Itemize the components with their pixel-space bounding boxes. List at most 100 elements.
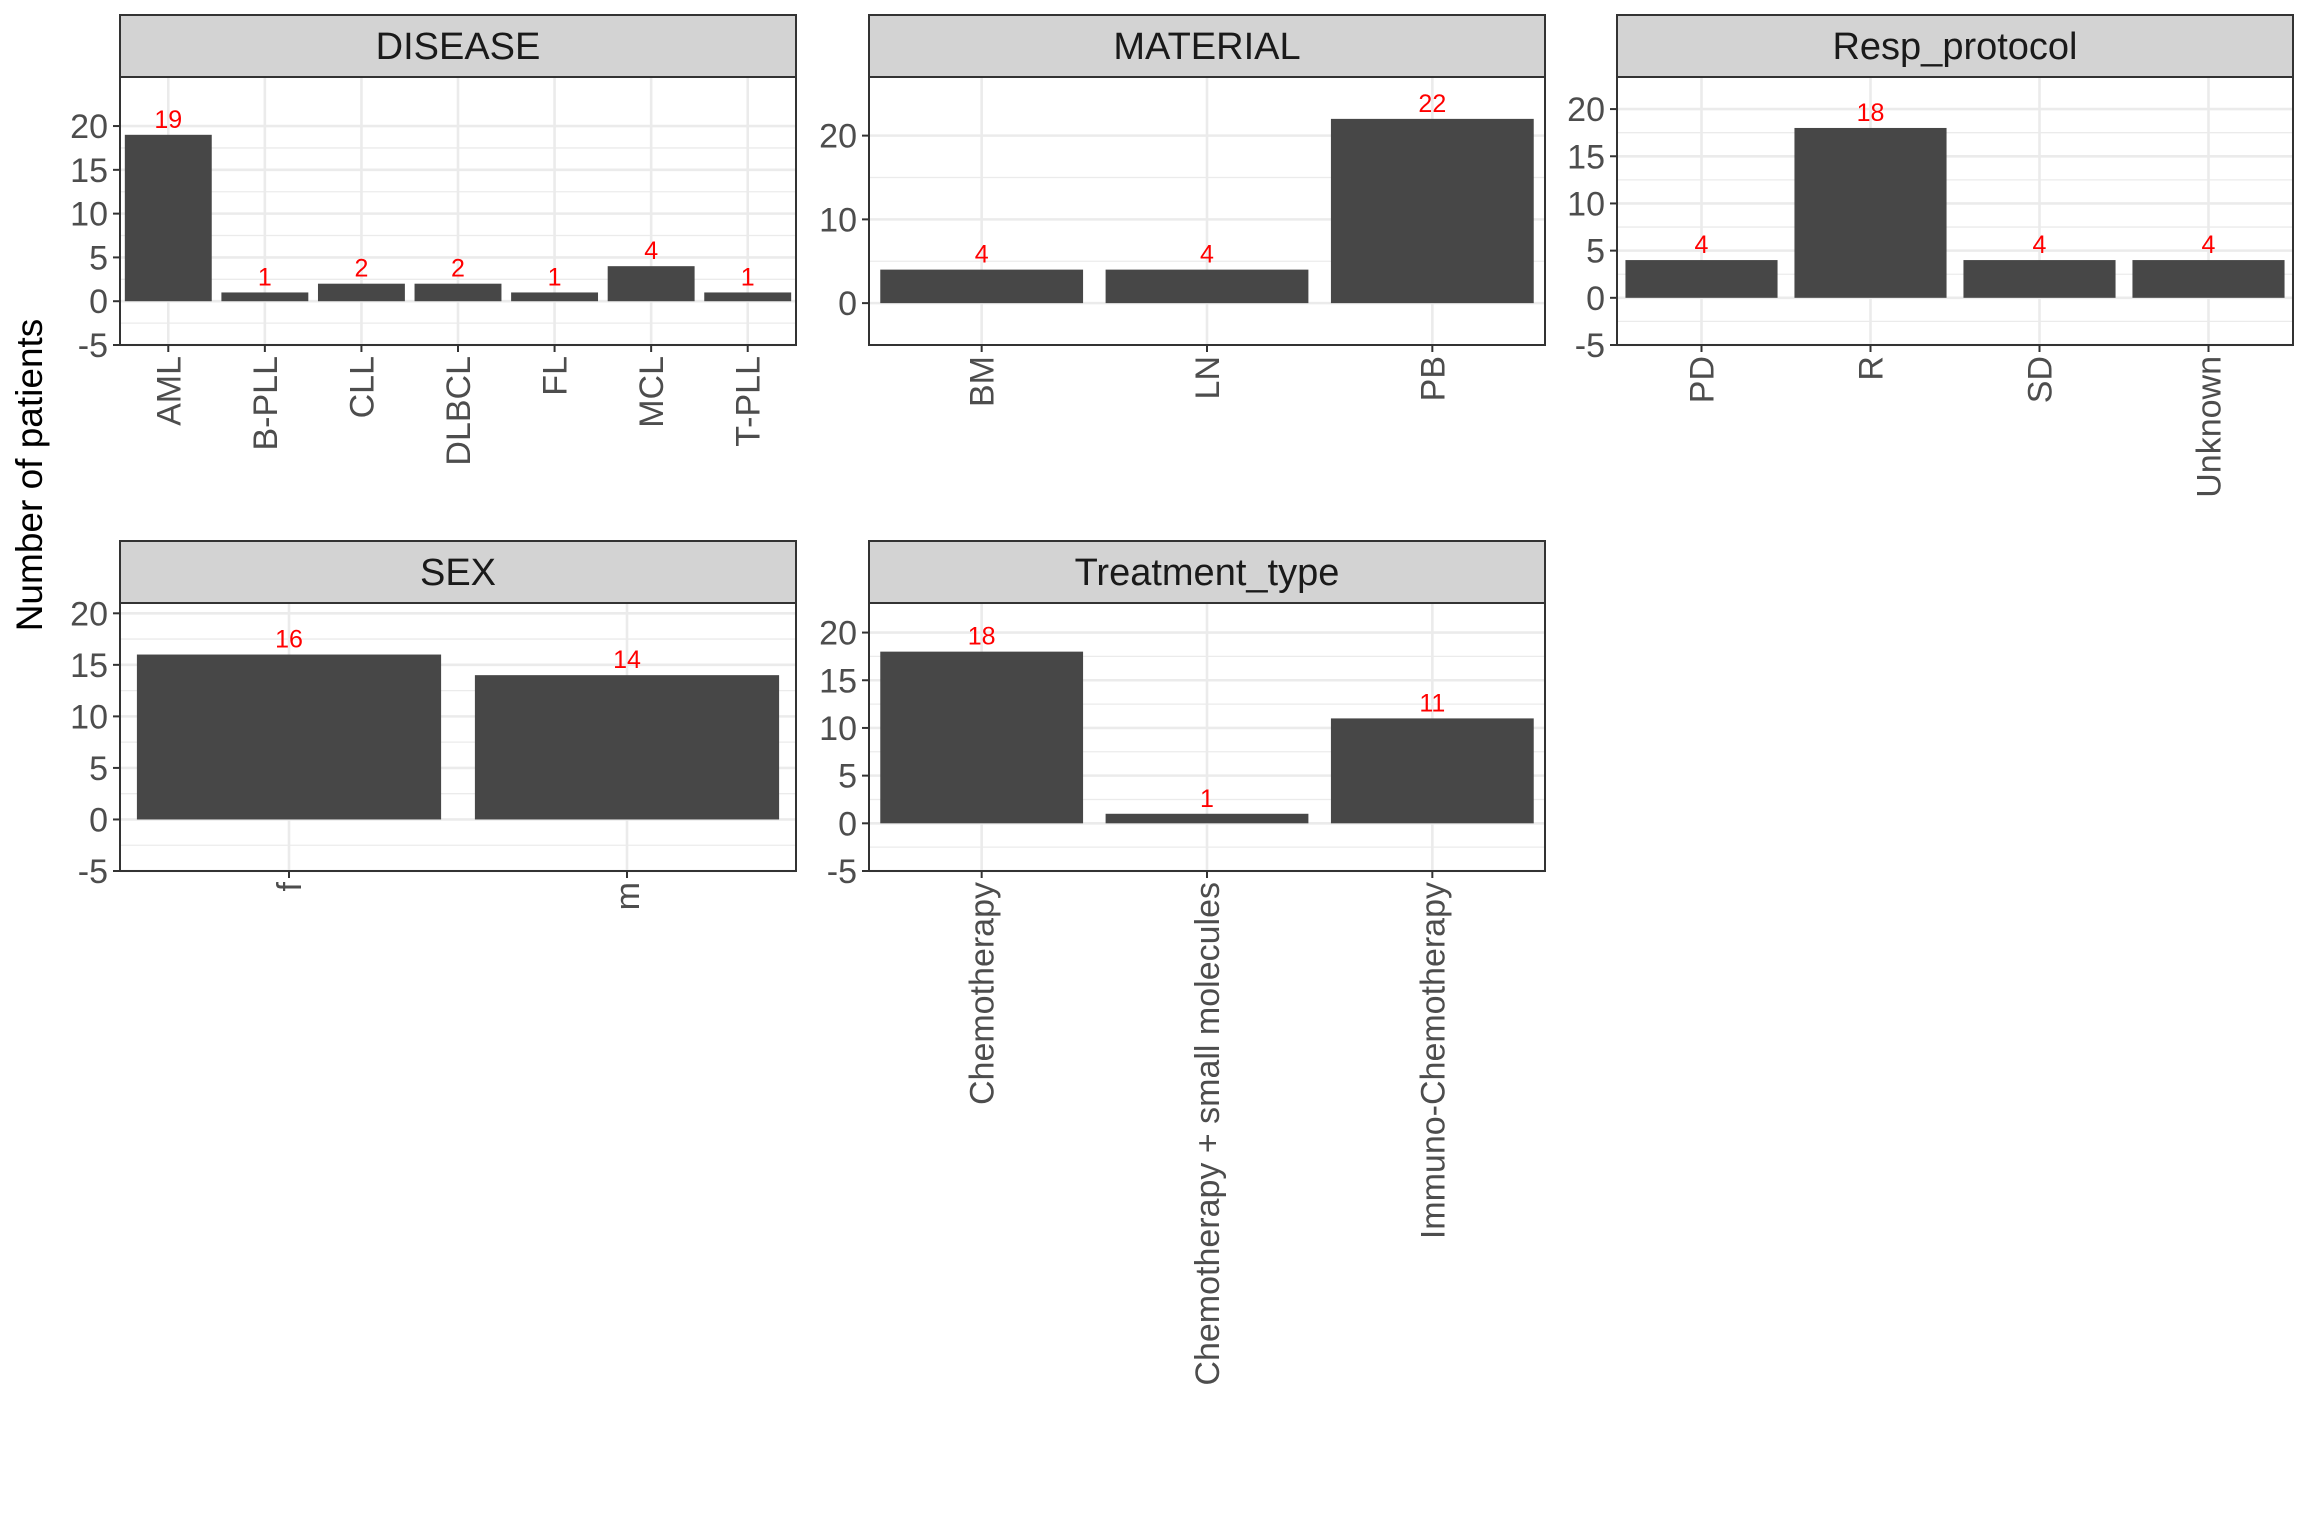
x-tick-label-fl: FL: [537, 356, 575, 396]
strip-treatment-type: [868, 540, 1546, 604]
y-tick-label: 20: [1567, 91, 1605, 129]
y-tick-label: 10: [70, 698, 108, 736]
y-tick-label: 0: [838, 805, 857, 843]
y-tick-label: -5: [1575, 327, 1605, 365]
data-label-mcl: 4: [644, 237, 658, 265]
y-tick-label: 10: [70, 196, 108, 234]
y-tick-label: 0: [89, 801, 108, 839]
y-tick-label: 15: [819, 662, 857, 700]
data-label-b-pll: 1: [258, 263, 272, 291]
y-tick-label: 10: [819, 710, 857, 748]
data-label-unknown: 4: [2202, 231, 2216, 259]
y-tick-label: 5: [838, 758, 857, 796]
y-tick-label: -5: [78, 853, 108, 891]
bar-b-pll: [221, 292, 309, 302]
bar-mcl: [607, 266, 695, 302]
data-label-m: 14: [613, 646, 641, 674]
data-label-r: 18: [1857, 99, 1885, 127]
x-tick-label-mcl: MCL: [633, 356, 671, 428]
bar-immuno-chemotherapy: [1330, 718, 1534, 824]
y-tick-label: 5: [89, 750, 108, 788]
x-tick-label-m: m: [609, 882, 647, 910]
data-label-immuno-chemotherapy: 11: [1419, 689, 1445, 717]
x-tick-label-chemotherapy: Chemotherapy: [964, 882, 1002, 1105]
bar-r: [1794, 127, 1947, 298]
panel-border: [1616, 76, 2294, 346]
data-label-aml: 19: [154, 106, 182, 134]
data-label-dlbcl: 2: [451, 255, 465, 283]
y-axis-title: Number of patients: [9, 319, 50, 632]
y-tick-label: 0: [1586, 280, 1605, 318]
x-tick-label-immuno-chemotherapy: Immuno-Chemotherapy: [1414, 882, 1452, 1239]
strip-title-sex: SEX: [420, 552, 496, 594]
data-label-cll: 2: [354, 255, 368, 283]
data-label-f: 16: [275, 626, 303, 654]
x-tick-label-pd: PD: [1684, 356, 1722, 403]
y-tick-label: 20: [70, 595, 108, 633]
data-label-pb: 22: [1418, 90, 1446, 118]
y-tick-label: 20: [819, 615, 857, 653]
x-tick-label-sd: SD: [2022, 356, 2060, 403]
bar-ln: [1105, 269, 1309, 304]
strip-material: [868, 14, 1546, 78]
bar-t-pll: [704, 292, 792, 302]
bar-sd: [1963, 260, 2116, 298]
y-tick-label: 20: [70, 108, 108, 146]
x-tick-label-aml: AML: [150, 356, 188, 426]
panel-resp-protocol: Resp_protocol 4 18 4 4 -5 0 5 10 15 20 PD R SD Unknown: [1567, 14, 2294, 498]
bar-pb: [1330, 118, 1534, 304]
bar-f: [136, 654, 442, 820]
y-tick-label: 0: [838, 285, 857, 323]
data-label-chemotherapy-small-molecules: 1: [1200, 785, 1214, 813]
x-tick-label-pb: PB: [1414, 356, 1452, 401]
bar-chemotherapy: [880, 651, 1084, 824]
y-tick-label: 10: [1567, 185, 1605, 223]
bar-dlbcl: [414, 283, 502, 302]
y-tick-label: 5: [1586, 233, 1605, 271]
strip-title-material: MATERIAL: [1113, 26, 1300, 68]
panel-treatment-type: Treatment_type18111-505101520Chemotherap…: [819, 540, 1546, 1386]
y-tick-label: 15: [70, 152, 108, 190]
x-tick-label-f: f: [271, 881, 309, 891]
bar-unknown: [2132, 260, 2285, 298]
y-tick-label: 5: [89, 239, 108, 277]
data-label-t-pll: 1: [741, 263, 755, 291]
panel-border: [119, 602, 797, 872]
y-tick-label: 15: [70, 647, 108, 685]
bar-aml: [124, 134, 212, 302]
data-label-pd: 4: [1695, 231, 1709, 259]
y-tick-label: 10: [819, 201, 857, 239]
bar-cll: [317, 283, 405, 302]
bar-pd: [1625, 260, 1778, 298]
y-tick-label: 20: [819, 118, 857, 156]
data-label-chemotherapy: 18: [968, 623, 996, 651]
panel-sex: SEX 16 14 -5 0 5 10 15 20 f m: [70, 540, 797, 910]
x-tick-label-cll: CLL: [343, 356, 381, 418]
y-tick-label: -5: [78, 327, 108, 365]
panel-disease: DISEASE 19 1 2 2 1 4 1 -5 0 5 10 15 20 AML B-PLL CLL DLBC…: [70, 14, 797, 466]
strip-title-resp-protocol: Resp_protocol: [1832, 26, 2077, 68]
strip-title-disease: DISEASE: [376, 26, 541, 68]
x-tick-label-t-pll: T-PLL: [730, 356, 768, 447]
y-tick-label: 0: [89, 283, 108, 321]
x-tick-label-bm: BM: [964, 356, 1002, 407]
bar-m: [474, 675, 780, 820]
x-tick-label-dlbcl: DLBCL: [440, 356, 478, 466]
bar-chemotherapy-small-molecules: [1105, 813, 1309, 824]
data-label-fl: 1: [548, 263, 562, 291]
x-tick-label-ln: LN: [1189, 356, 1227, 399]
bar-bm: [880, 269, 1084, 304]
y-tick-label: -5: [827, 853, 857, 891]
x-tick-label-r: R: [1853, 356, 1891, 381]
x-tick-label-b-pll: B-PLL: [247, 356, 285, 451]
x-tick-label-unknown: Unknown: [2191, 356, 2229, 498]
strip-resp-protocol: [1616, 14, 2294, 78]
strip-title-treatment-type: Treatment_type: [1075, 552, 1340, 594]
x-tick-label-chemotherapy-small-molecules: Chemotherapy + small molecules: [1189, 882, 1227, 1386]
bar-fl: [511, 292, 599, 302]
y-tick-label: 15: [1567, 138, 1605, 176]
strip-disease: [119, 14, 797, 78]
